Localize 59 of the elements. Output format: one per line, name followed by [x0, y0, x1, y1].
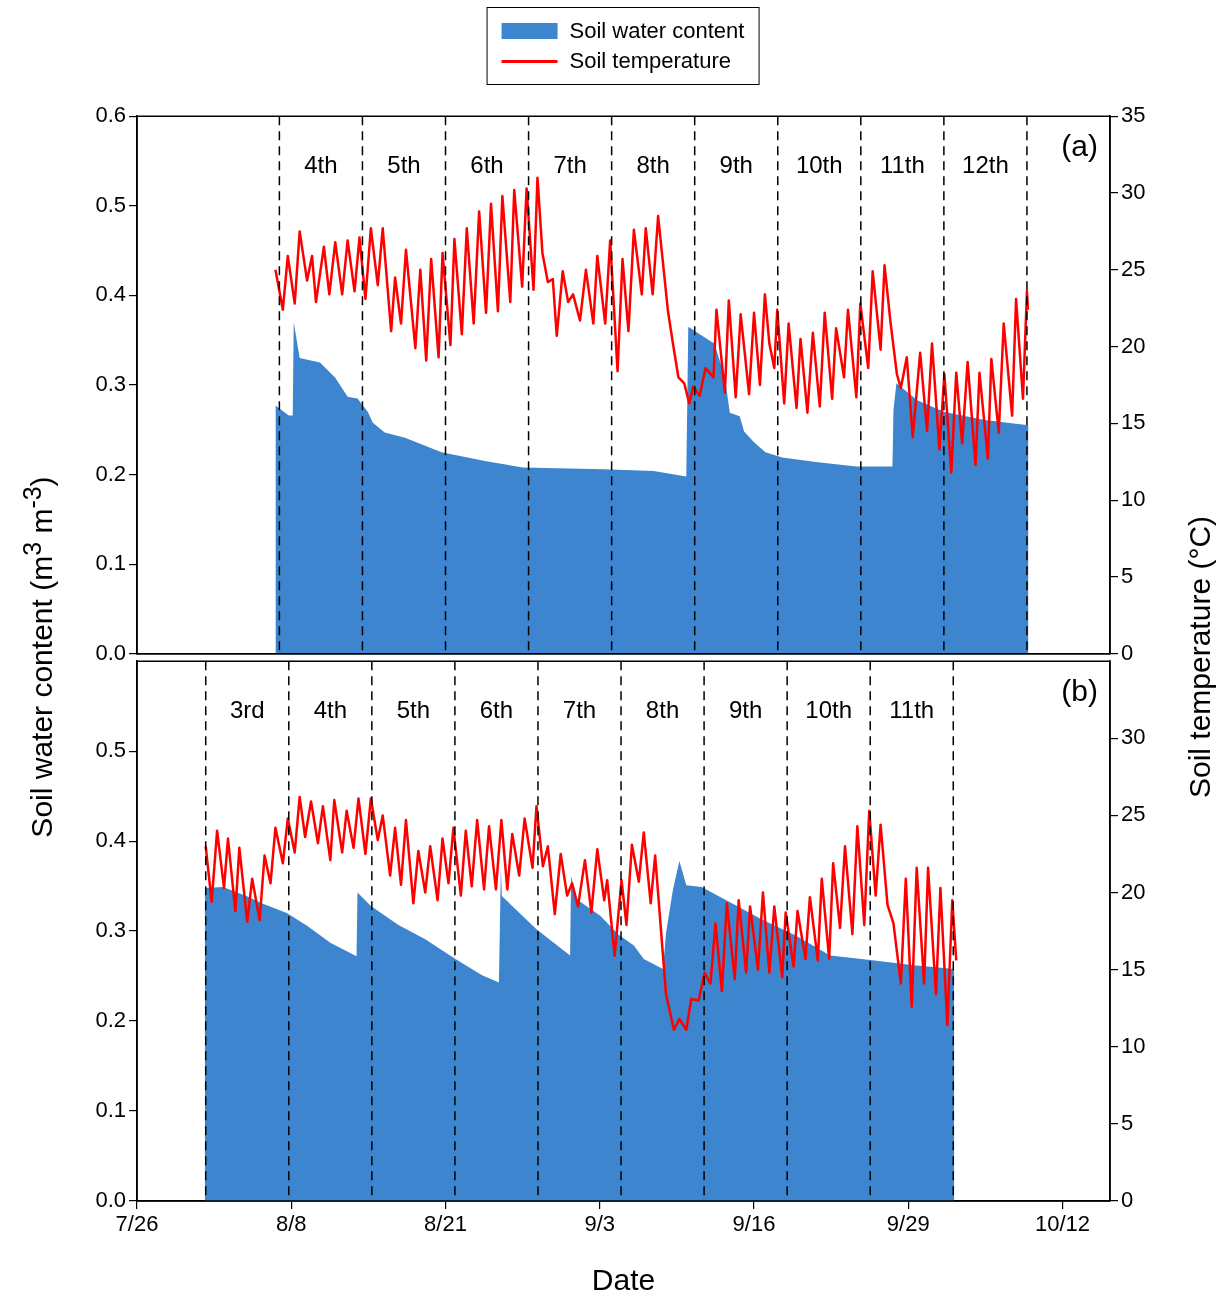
- annotation: 6th: [470, 150, 504, 178]
- annotation: 5th: [396, 695, 431, 723]
- y2-tick-label: 0: [1121, 639, 1134, 665]
- y2-tick-label: 20: [1121, 878, 1146, 904]
- annotation: (b): [1061, 674, 1098, 708]
- y2-tick-label: 30: [1121, 179, 1146, 205]
- x-tick-label: 8/21: [424, 1211, 467, 1237]
- x-tick-label: 7/26: [115, 1211, 159, 1237]
- y-tick-label: 0.3: [95, 371, 126, 397]
- annotation: 7th: [562, 695, 597, 723]
- annotation: 8th: [645, 695, 680, 723]
- y-tick-label: 0.5: [95, 191, 126, 217]
- annotation: 3rd: [229, 695, 265, 723]
- y-tick-label: 0.2: [95, 1007, 126, 1033]
- annotation: 8th: [636, 150, 670, 178]
- y2-tick-label: 5: [1121, 563, 1134, 589]
- y-tick-label: 0.6: [95, 102, 126, 128]
- annotation: 12th: [962, 150, 1009, 178]
- annotation: (a): [1061, 129, 1098, 163]
- x-axis-title: Date: [591, 1263, 656, 1297]
- annotation: 10th: [805, 695, 853, 723]
- x-tick-label: 10/12: [1035, 1211, 1091, 1237]
- annotation: 4th: [313, 695, 347, 723]
- y2-tick-label: 10: [1121, 486, 1146, 512]
- y-tick-label: 0.5: [95, 737, 126, 763]
- annotation: 11th: [889, 695, 935, 723]
- legend-label: Soil water content: [569, 17, 745, 45]
- y-tick-label: 0.3: [95, 917, 126, 943]
- x-tick-label: 9/3: [584, 1211, 616, 1237]
- y2-tick-label: 20: [1121, 332, 1146, 358]
- annotation: 11th: [879, 150, 925, 178]
- annotation: 4th: [304, 150, 338, 178]
- x-tick-label: 9/16: [732, 1211, 776, 1237]
- y2-tick-label: 25: [1121, 255, 1146, 281]
- y2-tick-label: 35: [1121, 102, 1146, 128]
- annotation: 10th: [795, 150, 843, 178]
- y2-tick-label: 0: [1121, 1187, 1134, 1213]
- annotation: 6th: [479, 695, 514, 723]
- legend-label: Soil temperature: [569, 47, 731, 75]
- y-tick-label: 0.2: [95, 460, 126, 486]
- annotation: 5th: [387, 150, 421, 178]
- x-tick-label: 9/29: [886, 1211, 930, 1237]
- y2-tick-label: 30: [1121, 724, 1146, 750]
- y-tick-label: 0.4: [95, 281, 126, 307]
- y-tick-label: 0.0: [95, 1187, 126, 1213]
- y2-tick-label: 15: [1121, 409, 1146, 435]
- annotation: 9th: [719, 150, 753, 178]
- annotation: 7th: [553, 150, 587, 178]
- y-tick-label: 0.0: [95, 639, 126, 665]
- y2-tick-label: 5: [1121, 1109, 1134, 1135]
- y2-tick-label: 15: [1121, 955, 1146, 981]
- y-tick-label: 0.1: [95, 1097, 126, 1123]
- annotation: 9th: [728, 695, 763, 723]
- y2-tick-label: 10: [1121, 1032, 1146, 1058]
- y-tick-label: 0.1: [95, 550, 126, 576]
- y2-axis-title: Soil temperature (°C): [1183, 515, 1217, 799]
- y-tick-label: 0.4: [95, 827, 126, 853]
- y2-tick-label: 25: [1121, 801, 1146, 827]
- x-tick-label: 8/8: [275, 1211, 307, 1237]
